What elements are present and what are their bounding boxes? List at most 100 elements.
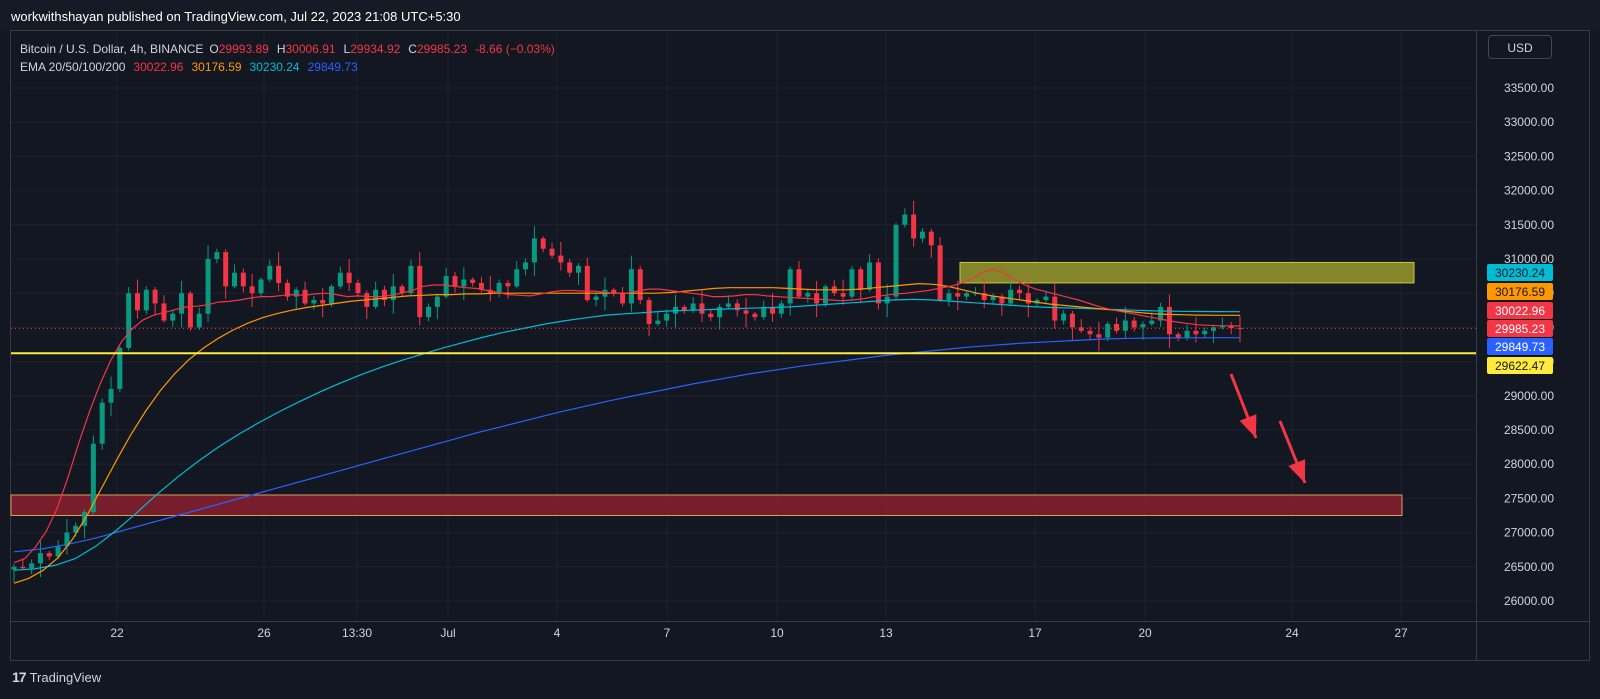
candle-body — [955, 293, 961, 297]
candle-body — [628, 269, 634, 304]
last-price-label: 29985.23 — [1495, 322, 1545, 336]
candle-body — [1016, 289, 1022, 294]
candle-body — [637, 269, 643, 301]
candle-body — [858, 269, 864, 290]
top-bar: workwithshayan published on TradingView.… — [0, 0, 1600, 30]
candle-body — [152, 289, 158, 304]
candle-body — [232, 272, 238, 287]
ema100-line — [13, 298, 1241, 571]
candle-body — [990, 296, 996, 301]
x-tick-label: 10 — [770, 626, 784, 640]
candle-body — [214, 252, 220, 259]
y-tick-label: 28000.00 — [1504, 457, 1554, 471]
candle-body — [205, 259, 211, 314]
candle-body — [478, 282, 484, 290]
drawing-zones — [10, 261, 1415, 517]
resistance-zone — [959, 261, 1415, 284]
time-axis: 22 26 13:30 Jul 4 7 10 13 17 20 24 27 — [110, 626, 1408, 640]
candle-body — [434, 296, 440, 307]
candle-body — [902, 214, 908, 225]
candle-body — [558, 255, 564, 263]
candle-body — [981, 293, 987, 301]
candle-body — [276, 265, 282, 283]
candle-body — [329, 286, 335, 304]
close-label: C — [408, 42, 417, 56]
ema-indicator-label[interactable]: EMA 20/50/100/200 — [20, 60, 126, 74]
price-axis-labels: 30230.24 30176.59 30022.96 29985.23 29849.73… — [1487, 264, 1553, 374]
candle-body — [117, 347, 123, 389]
candle-body — [593, 296, 599, 301]
candle-body — [267, 265, 273, 280]
candle-body — [311, 300, 317, 304]
candle-body — [223, 252, 229, 287]
x-tick-label: 27 — [1394, 626, 1408, 640]
candle-body — [143, 289, 149, 311]
candle-body — [1184, 330, 1190, 338]
y-tick-label: 28500.00 — [1504, 423, 1554, 437]
candle-body — [946, 293, 952, 301]
x-tick-label: 7 — [664, 626, 671, 640]
candle-body — [1211, 327, 1217, 331]
candle-body — [778, 303, 784, 314]
candle-body — [761, 306, 767, 318]
candle-body — [699, 303, 705, 314]
ema-lines — [13, 268, 1241, 584]
candle-body — [972, 293, 978, 295]
candle-body — [999, 296, 1005, 304]
candle-body — [470, 279, 476, 283]
x-tick-label: 22 — [110, 626, 124, 640]
y-tick-label: 32500.00 — [1504, 149, 1554, 163]
candle-body — [523, 262, 529, 270]
candle-body — [426, 306, 432, 318]
candle-body — [805, 293, 811, 297]
x-tick-label: 17 — [1028, 626, 1042, 640]
candle-body — [1052, 296, 1058, 321]
candle-body — [258, 279, 264, 294]
candle-body — [1008, 289, 1014, 304]
arrow-head — [1239, 414, 1257, 438]
candle-body — [814, 293, 820, 304]
candle-body — [540, 238, 546, 249]
y-tick-label: 33500.00 — [1504, 81, 1554, 95]
candle-body — [770, 306, 776, 314]
candle-body — [620, 293, 626, 304]
candle-body — [1122, 320, 1128, 331]
support-price-label-bg — [1487, 357, 1553, 374]
ema100-value: 30230.24 — [249, 60, 300, 74]
ema100-price-label: 30230.24 — [1495, 266, 1545, 280]
candle-body — [928, 231, 934, 246]
candle-body — [417, 265, 423, 318]
x-tick-label: Jul — [440, 626, 455, 640]
candle-body — [725, 303, 731, 307]
support-price-label: 29622.47 — [1495, 359, 1545, 373]
symbol-name[interactable]: Bitcoin / U.S. Dollar, 4h, BINANCE — [20, 42, 204, 56]
candle-body — [1131, 320, 1137, 328]
candle-body — [196, 313, 202, 328]
ema50-price-label-bg — [1487, 283, 1553, 300]
candle-body — [381, 289, 387, 301]
candle-body — [875, 262, 881, 304]
candle-body — [531, 238, 537, 263]
y-tick-label: 32000.00 — [1504, 184, 1554, 198]
tradingview-logo[interactable]: 17 TradingView — [12, 669, 101, 685]
y-tick-label: 31000.00 — [1504, 252, 1554, 266]
y-tick-label: 33000.00 — [1504, 115, 1554, 129]
chart-frame[interactable] — [10, 30, 1590, 661]
candle-body — [1149, 320, 1155, 324]
change-value: -8.66 (−0.03%) — [475, 42, 555, 56]
candle-body — [443, 276, 449, 297]
last-price-label-bg — [1487, 320, 1553, 337]
ema200-value: 29849.73 — [307, 60, 358, 74]
candle-body — [1228, 326, 1234, 329]
candle-body — [249, 286, 255, 294]
chart-grid — [11, 31, 1476, 621]
currency-button[interactable]: USD — [1488, 35, 1552, 59]
candle-body — [337, 272, 343, 287]
target-zone — [10, 494, 1403, 517]
candle-body — [37, 553, 43, 564]
candle-body — [90, 443, 96, 513]
open-value: 29993.89 — [218, 42, 269, 56]
candle-body — [390, 286, 396, 301]
x-tick-label: 4 — [554, 626, 561, 640]
